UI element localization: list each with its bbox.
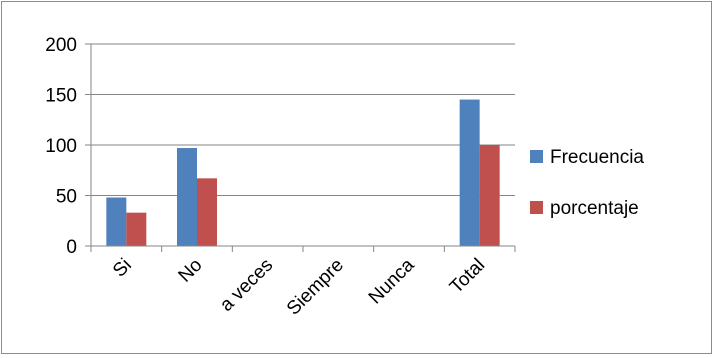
bar-porcentaje-Total <box>479 145 500 246</box>
axes <box>85 43 516 252</box>
legend-swatch-porcentaje <box>530 201 543 214</box>
x-tick-label: No <box>175 255 207 287</box>
x-tick-label: Nunca <box>365 254 419 308</box>
legend-label: porcentaje <box>550 198 639 219</box>
bar-porcentaje-No <box>197 178 217 246</box>
gridlines <box>91 43 515 196</box>
y-tick-label: 200 <box>45 35 77 56</box>
legend-swatch-Frecuencia <box>530 150 543 163</box>
bar-Frecuencia-Total <box>459 99 480 246</box>
x-tick-labels: Si No a veces Siempre Nunca Total <box>109 254 489 319</box>
y-tick-label: 150 <box>45 86 77 107</box>
bar-Frecuencia-No <box>177 148 197 246</box>
x-tick-label: Siempre <box>283 255 348 320</box>
chart-frame <box>1 1 712 354</box>
y-tick-label: 0 <box>66 237 77 258</box>
legend: Frecuencia porcentaje <box>530 147 644 219</box>
y-tick-label: 100 <box>45 136 77 157</box>
x-tick-label: Total <box>446 255 489 298</box>
y-tick-label: 50 <box>56 187 77 208</box>
x-tick-label: Si <box>109 255 136 282</box>
bar-porcentaje-Si <box>126 212 147 246</box>
legend-label: Frecuencia <box>550 147 644 168</box>
bars <box>106 99 500 246</box>
bar-Frecuencia-Si <box>106 197 127 246</box>
x-tick-label: a veces <box>216 255 277 316</box>
y-tick-labels: 0 50 100 150 200 <box>45 35 77 258</box>
